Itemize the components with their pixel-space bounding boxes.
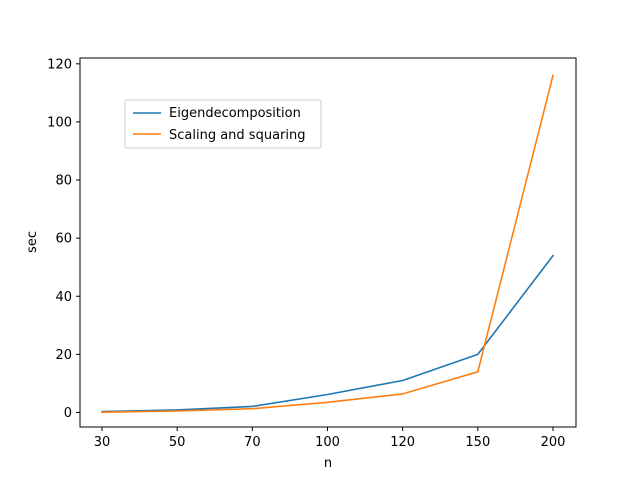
series-line-eigendecomposition — [101, 254, 555, 413]
y-tick-label: 120 — [47, 57, 72, 72]
series-line-scaling-and-squaring — [101, 74, 554, 414]
x-tick-label: 50 — [169, 435, 186, 450]
legend-label-scaling-and-squaring: Scaling and squaring — [169, 128, 305, 143]
x-tick-label: 100 — [315, 435, 340, 450]
x-tick-label: 120 — [390, 435, 415, 450]
y-axis-ticks: 0 20 40 60 80 100 120 — [47, 57, 80, 421]
y-tick-label: 100 — [47, 115, 72, 130]
legend-label-eigendecomposition: Eigendecomposition — [169, 106, 301, 121]
legend: Eigendecomposition Scaling and squaring — [124, 99, 322, 149]
x-tick-label: 150 — [465, 435, 490, 450]
x-axis-title: n — [324, 456, 332, 471]
y-tick-label: 20 — [55, 348, 72, 363]
y-tick-label: 40 — [55, 290, 72, 305]
x-tick-label: 70 — [244, 435, 261, 450]
x-tick-label: 200 — [541, 435, 566, 450]
y-tick-label: 60 — [55, 232, 72, 247]
x-axis-ticks: 30 50 70 100 120 150 200 — [94, 427, 566, 450]
y-axis-title: sec — [25, 231, 40, 253]
plot-lines — [101, 74, 555, 414]
x-tick-label: 30 — [94, 435, 111, 450]
y-tick-label: 0 — [64, 406, 72, 421]
y-tick-label: 80 — [55, 174, 72, 189]
legend-box — [124, 99, 322, 149]
